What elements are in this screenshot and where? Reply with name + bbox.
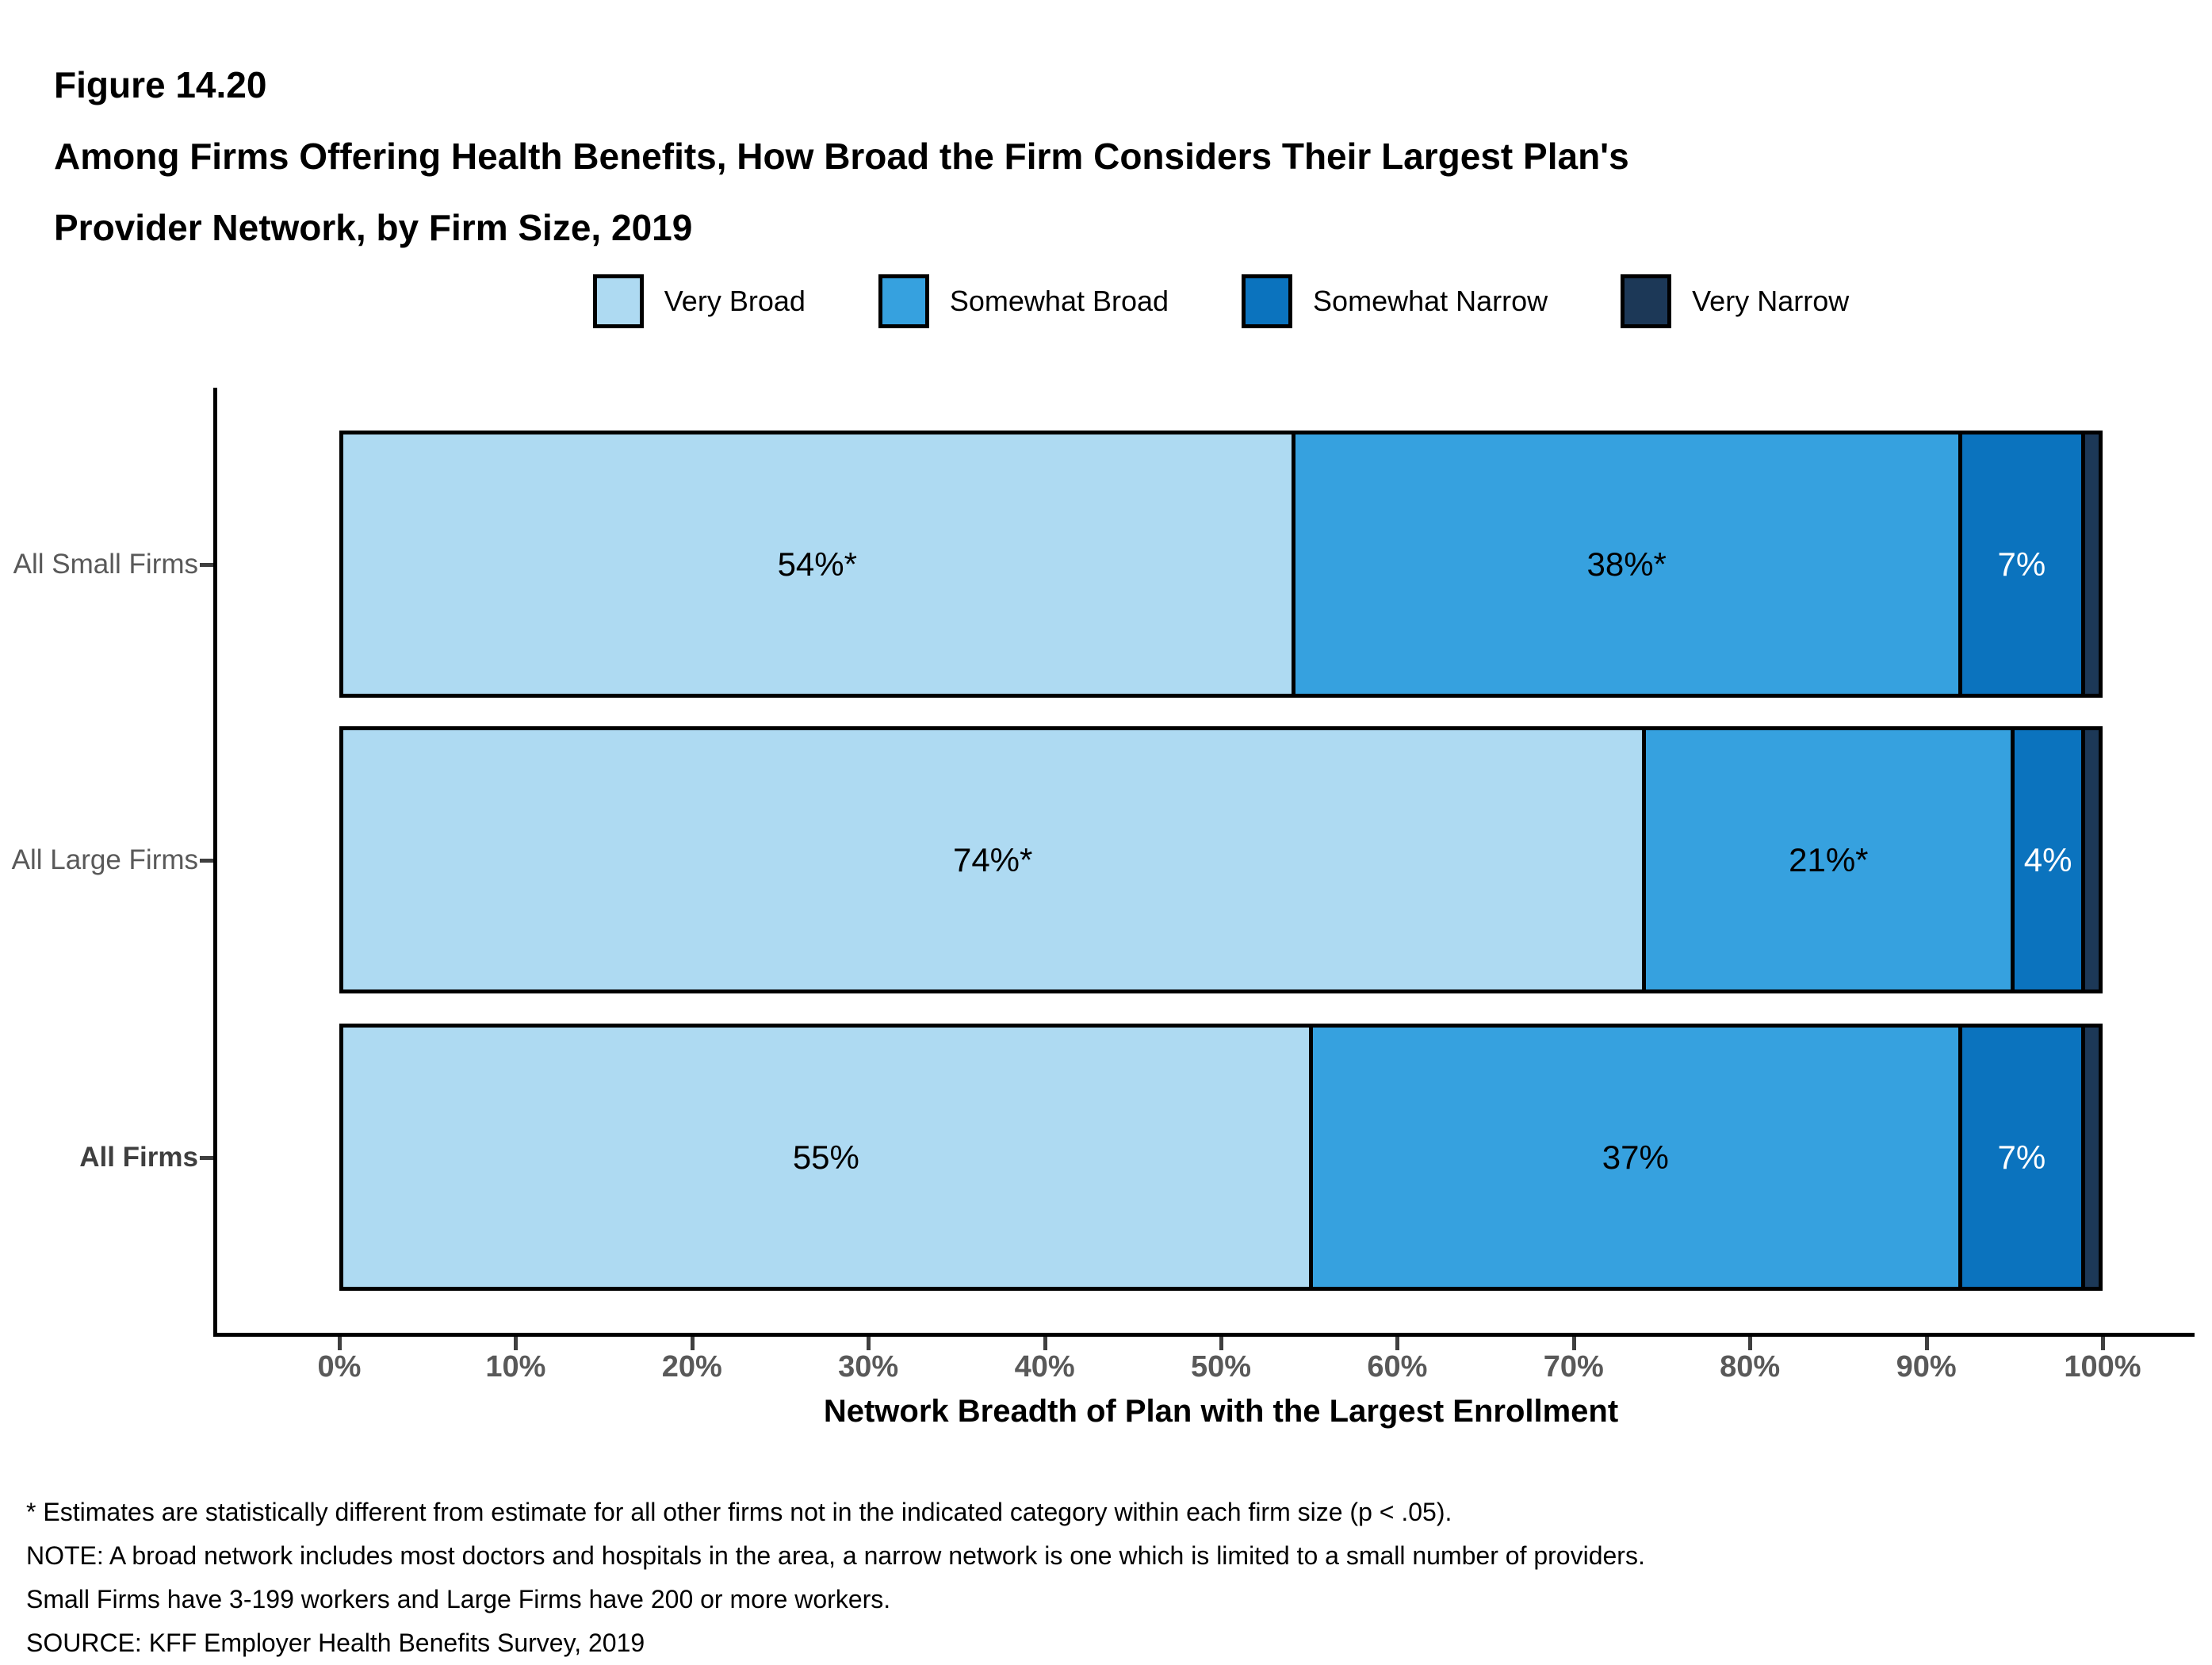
bar-segment-very-broad: 55%: [343, 1028, 1309, 1287]
bar-segment-value-label: 37%: [1602, 1138, 1669, 1176]
bar-segment-somewhat-broad: 37%: [1308, 1028, 1958, 1287]
x-axis-tick: [1043, 1337, 1047, 1350]
bar-segment-value-label: 7%: [1997, 1138, 2046, 1176]
legend-swatch-very-narrow: [1621, 274, 1672, 328]
x-axis-tick: [1395, 1337, 1400, 1350]
x-axis-tick-label: 40%: [1014, 1350, 1075, 1384]
bar-segment-value-label: 74%*: [952, 840, 1033, 878]
legend-swatch-very-broad: [592, 274, 644, 328]
x-axis-title: Network Breadth of Plan with the Largest…: [823, 1394, 1619, 1429]
x-axis-tick-label: 70%: [1543, 1350, 1604, 1384]
bar-segment-value-label: 38%*: [1586, 545, 1667, 583]
footnotes: * Estimates are statistically different …: [26, 1491, 1645, 1665]
x-axis-tick: [690, 1337, 695, 1350]
legend: Very Broad Somewhat Broad Somewhat Narrow V…: [339, 274, 2103, 328]
x-axis-line: [213, 1333, 2195, 1337]
x-axis-tick-label: 60%: [1367, 1350, 1428, 1384]
x-axis-tick-label: 20%: [661, 1350, 722, 1384]
x-axis-tick: [867, 1337, 871, 1350]
bar-segment-very-broad: 54%*: [343, 434, 1292, 694]
bar-segment-somewhat-broad: 21%*: [1642, 730, 2011, 989]
figure-label: Figure 14.20: [54, 64, 267, 105]
y-axis-label-all-large-firms: All Large Firms: [11, 844, 198, 875]
bar-segment-value-label: 55%: [792, 1138, 859, 1176]
y-axis-tick: [200, 858, 213, 863]
bar-segment-somewhat-narrow: 4%: [2011, 730, 2081, 989]
figure-title-line-1: Among Firms Offering Health Benefits, Ho…: [54, 136, 1629, 177]
legend-label: Somewhat Broad: [949, 285, 1169, 317]
legend-label: Somewhat Narrow: [1313, 285, 1548, 317]
bar-segment-value-label: 7%: [1997, 545, 2046, 583]
y-axis-tick: [200, 562, 213, 567]
bar-segment-very-narrow: [2080, 1028, 2099, 1287]
bar-row-all-large-firms: 74%* 21%* 4%: [339, 726, 2103, 993]
x-axis-tick: [338, 1337, 342, 1350]
bar-segment-value-label: 54%*: [777, 545, 857, 583]
x-axis-tick-label: 50%: [1190, 1350, 1252, 1384]
x-axis-tick: [1748, 1337, 1753, 1350]
x-axis-tick: [2101, 1337, 2105, 1350]
y-axis-label-all-small-firms: All Small Firms: [13, 548, 198, 580]
bar-segment-somewhat-broad: 38%*: [1291, 434, 1958, 694]
bar-segment-somewhat-narrow: 7%: [1958, 1028, 2081, 1287]
figure-title-line-2: Provider Network, by Firm Size, 2019: [54, 207, 693, 248]
bar-row-all-small-firms: 54%* 38%* 7%: [339, 431, 2103, 698]
legend-label: Very Narrow: [1692, 285, 1850, 317]
x-axis-tick: [1219, 1337, 1223, 1350]
legend-label: Very Broad: [664, 285, 806, 317]
x-axis-tick-label: 30%: [838, 1350, 899, 1384]
x-axis-tick-label: 90%: [1896, 1350, 1957, 1384]
bar-segment-very-narrow: [2080, 730, 2099, 989]
bar-segment-value-label: 21%*: [1789, 840, 1869, 878]
legend-item-very-broad: Very Broad: [592, 274, 806, 328]
footnote-source: SOURCE: KFF Employer Health Benefits Sur…: [26, 1629, 645, 1657]
x-axis-tick-label: 0%: [317, 1350, 362, 1384]
x-axis-tick-label: 10%: [485, 1350, 546, 1384]
x-axis-tick: [1571, 1337, 1576, 1350]
footnote-firm-sizes: Small Firms have 3-199 workers and Large…: [26, 1585, 891, 1613]
legend-item-very-narrow: Very Narrow: [1621, 274, 1849, 328]
legend-swatch-somewhat-broad: [878, 274, 929, 328]
bar-row-all-firms: 55% 37% 7%: [339, 1024, 2103, 1291]
bar-segment-very-broad: 74%*: [343, 730, 1643, 989]
x-axis-tick: [514, 1337, 519, 1350]
title-block: Figure 14.20 Among Firms Offering Health…: [54, 49, 1629, 263]
y-axis-tick: [200, 1155, 213, 1160]
x-axis-tick: [1924, 1337, 1929, 1350]
x-axis-tick-label: 80%: [1720, 1350, 1781, 1384]
bar-segment-somewhat-narrow: 7%: [1958, 434, 2081, 694]
legend-swatch-somewhat-narrow: [1242, 274, 1293, 328]
legend-item-somewhat-broad: Somewhat Broad: [878, 274, 1169, 328]
y-axis-label-all-firms: All Firms: [79, 1141, 198, 1173]
x-axis-tick-label: 100%: [2064, 1350, 2141, 1384]
footnote-note: NOTE: A broad network includes most doct…: [26, 1541, 1645, 1570]
legend-item-somewhat-narrow: Somewhat Narrow: [1242, 274, 1548, 328]
y-axis-line: [213, 388, 217, 1337]
bar-segment-value-label: 4%: [2023, 840, 2072, 878]
footnote-significance: * Estimates are statistically different …: [26, 1498, 1452, 1526]
bar-segment-very-narrow: [2080, 434, 2099, 694]
